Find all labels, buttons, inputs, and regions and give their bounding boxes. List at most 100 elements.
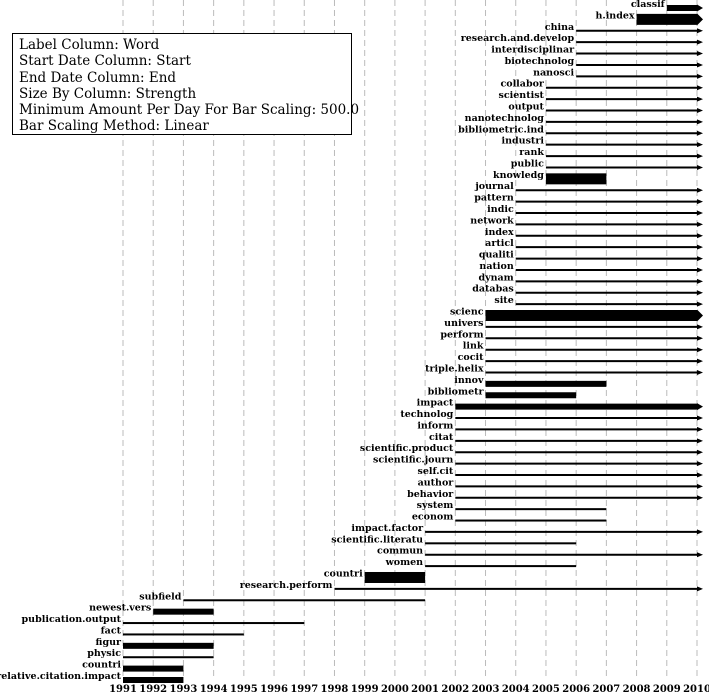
timeline-bar	[515, 233, 703, 239]
legend-line: End Date Column: End	[19, 69, 177, 86]
bar-label: scientific.literatu	[331, 534, 423, 545]
bar-label: newest.vers	[89, 603, 151, 614]
timeline-bar	[425, 542, 577, 545]
bar-label: impact.factor	[351, 523, 424, 534]
timeline-bar	[515, 256, 703, 262]
timeline-bar	[485, 380, 607, 387]
bar-label: china	[545, 22, 574, 33]
timeline-bar	[545, 164, 703, 170]
bar-label: h.index	[595, 10, 634, 21]
timeline-bar	[123, 642, 214, 649]
timeline-bar	[183, 599, 426, 602]
x-tick-label: 2008	[623, 684, 651, 694]
timeline-bar	[545, 119, 703, 125]
bar-label: commun	[377, 546, 423, 557]
legend-box: Label Column: Word Start Date Column: St…	[12, 33, 359, 135]
bar-label: innov	[454, 375, 484, 386]
bar-label: system	[417, 500, 454, 511]
x-tick-label: 1992	[139, 684, 167, 694]
timeline-bar	[123, 656, 214, 659]
bar-label: output	[508, 102, 544, 113]
x-tick-label: 1996	[260, 684, 288, 694]
bar-label: collabor	[500, 79, 544, 90]
timeline-bar	[334, 586, 703, 592]
timeline-bar	[425, 552, 703, 558]
bar-label: nanotechnolog	[465, 113, 545, 124]
x-tick-label: 2006	[562, 684, 590, 694]
timeline-bar	[455, 483, 703, 489]
bar-label: perform	[440, 329, 483, 340]
timeline-bar	[576, 28, 703, 34]
bar-label: knowledg	[493, 170, 544, 181]
timeline-bar	[576, 39, 703, 45]
legend-line: Start Date Column: Start	[19, 53, 191, 70]
timeline-bar	[545, 130, 703, 136]
timeline-bar	[545, 108, 703, 114]
bar-label: scientist	[499, 90, 545, 101]
timeline-bar	[123, 665, 184, 672]
x-axis-tick-labels: 1991 1992 1993 1994 1995 1996 1997 1998 1999 2000…	[109, 684, 709, 694]
legend-line: Size By Column: Strength	[19, 85, 197, 102]
timeline-bar	[455, 461, 703, 467]
x-tick-label: 2010	[683, 684, 709, 694]
timeline-bar	[485, 347, 703, 353]
bar-label: fact	[101, 625, 122, 636]
timeline-bar	[545, 142, 703, 148]
timeline-bar	[576, 62, 703, 68]
timeline-bar	[636, 13, 703, 26]
x-tick-label: 2002	[441, 684, 469, 694]
x-tick-label: 2001	[411, 684, 439, 694]
bar-label: nation	[479, 261, 513, 272]
timeline-bar	[545, 153, 703, 159]
timeline-bar	[123, 622, 305, 625]
timeline-bar	[425, 565, 577, 568]
bar-label: pattern	[474, 193, 514, 204]
x-tick-label: 1991	[109, 684, 137, 694]
timeline-bar	[515, 244, 703, 250]
legend-line: Bar Scaling Method: Linear	[19, 118, 209, 135]
bar-label: network	[470, 215, 514, 226]
bar-label: inform	[417, 420, 453, 431]
bar-label: self.cit	[417, 466, 453, 477]
bar-label: bibliometric.ind	[458, 124, 544, 135]
bar-label: countri	[324, 568, 363, 579]
x-tick-label: 2009	[653, 684, 681, 694]
bar-label: interdisciplinar	[491, 45, 575, 56]
timeline-bar	[576, 73, 703, 79]
timeline-bar	[455, 403, 703, 411]
timeline-bar	[515, 221, 703, 227]
bar-label: triple.helix	[425, 363, 484, 374]
bar-label: econom	[412, 512, 453, 523]
timeline-bar	[455, 438, 703, 444]
timeline-bar	[485, 335, 703, 341]
x-tick-label: 1995	[230, 684, 258, 694]
bar-label: univers	[444, 318, 483, 329]
x-tick-label: 2005	[532, 684, 560, 694]
bar-label: figur	[96, 637, 122, 648]
timeline-bar	[545, 173, 607, 185]
x-tick-label: 1998	[321, 684, 349, 694]
timeline-bar	[455, 426, 703, 432]
timeline-bar	[485, 358, 703, 364]
bar-label: articl	[485, 238, 514, 249]
timeline-bar	[576, 51, 703, 57]
timeline-bar	[455, 508, 607, 511]
timeline-bar	[515, 199, 703, 205]
timeline-bar	[485, 324, 703, 330]
bar-label: classif	[631, 0, 666, 10]
timeline-bar	[485, 392, 577, 399]
bar-label: site	[494, 295, 513, 306]
x-tick-label: 1999	[351, 684, 379, 694]
x-tick-label: 1994	[200, 684, 228, 694]
bar-label: dynam	[478, 272, 513, 283]
bar-label: impact	[417, 398, 454, 409]
bars	[123, 4, 703, 683]
bar-label: biotechnolog	[505, 56, 575, 67]
timeline-bar	[485, 369, 703, 375]
timeline-bar	[153, 608, 214, 615]
bar-label: indic	[487, 204, 514, 215]
bar-label: scientific.product	[360, 443, 454, 454]
bar-label: women	[385, 557, 424, 568]
timeline-bar	[455, 519, 607, 522]
